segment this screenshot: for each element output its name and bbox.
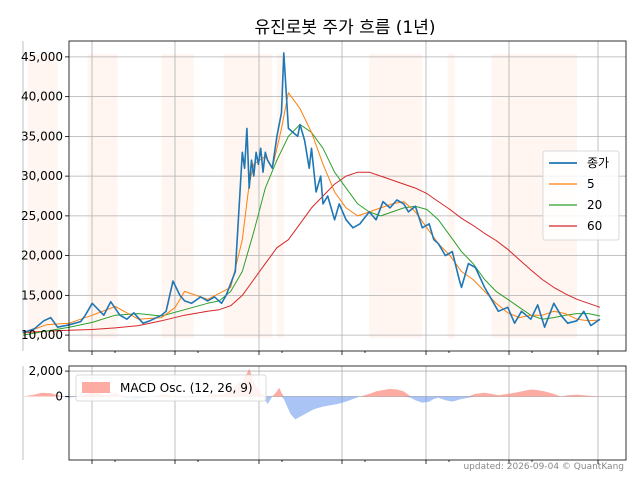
main-ytick-label-2: 20,000 (21, 249, 63, 263)
osc-legend-swatch (82, 382, 110, 393)
main-ytick-label-4: 30,000 (21, 169, 63, 183)
legend-label-2: 20 (587, 198, 602, 212)
osc-legend-box (75, 374, 267, 402)
shaded-band-6 (447, 54, 455, 338)
legend-label-1: 5 (587, 177, 595, 191)
main-x-ticks (91, 351, 599, 355)
main-ytick-label-6: 40,000 (21, 90, 63, 104)
main-legend: 종가 5 20 60 (542, 150, 620, 241)
main-legend-box (542, 150, 620, 241)
main-ytick-label-3: 25,000 (21, 209, 63, 223)
osc-positive-area (23, 368, 600, 397)
shaded-band-0 (27, 54, 58, 338)
series-line-0 (22, 52, 601, 334)
osc-legend: MACD Osc. (12, 26, 9) (75, 374, 267, 402)
main-ytick-label-7: 45,000 (21, 50, 63, 64)
osc-plot-frame (68, 365, 627, 461)
series-line-1 (22, 92, 601, 334)
osc-x-ticks (91, 460, 599, 464)
series-line-3 (22, 171, 601, 334)
shaded-band-4 (276, 54, 284, 338)
main-ytick-label-0: 10,000 (21, 328, 63, 342)
main-ytick-label-5: 35,000 (21, 129, 63, 143)
shaded-band-1 (87, 54, 118, 338)
osc-legend-label: MACD Osc. (12, 26, 9) (120, 381, 253, 395)
legend-label-3: 60 (587, 219, 602, 233)
series-line-2 (22, 124, 601, 336)
legend-label-0: 종가 (587, 156, 609, 170)
main-plot-frame (68, 40, 627, 352)
footer-credit: updated: 2026-09-04 © QuantKang (463, 462, 624, 472)
main-series (22, 52, 601, 336)
shaded-band-5 (369, 54, 423, 338)
main-y-ticks: 10,000 15,000 20,000 25,000 30,000 35,000 40,0… (21, 50, 69, 342)
osc-ytick-label-1: 2,000 (29, 364, 63, 378)
osc-ytick-label-0: 0 (55, 389, 63, 403)
osc-negative-area (23, 396, 600, 420)
osc-y-ticks: 0 2,000 (29, 364, 69, 403)
chart-title: 유진로봇 주가 흐름 (1년) (254, 18, 435, 38)
main-ytick-label-1: 15,000 (21, 288, 63, 302)
osc-series (23, 368, 600, 420)
